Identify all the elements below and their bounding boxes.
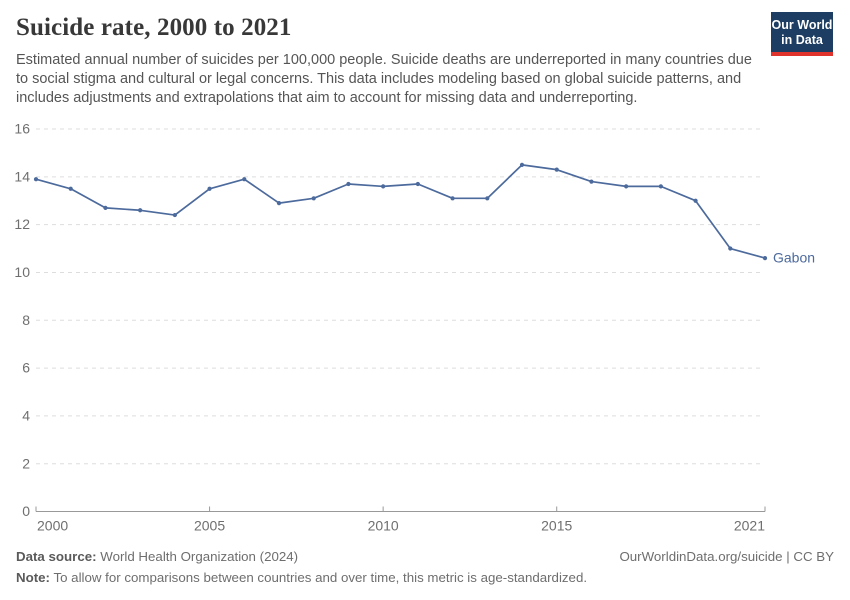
y-tick-label-10: 10 bbox=[14, 264, 30, 280]
trend-line-gabon[interactable] bbox=[35, 164, 766, 259]
data-point-2007[interactable] bbox=[276, 201, 282, 206]
y-tick-label-4: 4 bbox=[22, 407, 30, 423]
data-point-2002[interactable] bbox=[103, 205, 108, 210]
data-point-2012[interactable] bbox=[450, 196, 455, 201]
data-point-2018[interactable] bbox=[658, 184, 663, 189]
data-source-line: Data source: World Health Organization (… bbox=[16, 546, 298, 567]
data-point-2006[interactable] bbox=[242, 177, 247, 182]
data-point-2017[interactable] bbox=[624, 184, 629, 189]
data-point-2019[interactable] bbox=[693, 198, 698, 203]
x-tick-label-2005: 2005 bbox=[194, 518, 225, 534]
data-point-2010[interactable] bbox=[381, 184, 386, 189]
data-point-2020[interactable] bbox=[728, 246, 733, 251]
y-tick-label-6: 6 bbox=[22, 360, 30, 376]
note-label: Note: bbox=[16, 570, 50, 585]
data-point-2009[interactable] bbox=[346, 181, 351, 187]
y-tick-label-2: 2 bbox=[22, 455, 30, 471]
data-point-2008[interactable] bbox=[311, 196, 316, 201]
data-point-2014[interactable] bbox=[519, 162, 525, 167]
data-source-value: World Health Organization (2024) bbox=[96, 549, 299, 564]
data-point-2011[interactable] bbox=[415, 181, 420, 187]
owid-logo-line2: in Data bbox=[781, 32, 823, 47]
owid-logo[interactable]: Our World in Data bbox=[771, 12, 833, 56]
data-point-2021[interactable] bbox=[762, 255, 768, 261]
data-point-2005[interactable] bbox=[207, 186, 212, 191]
x-tick-label-2000: 2000 bbox=[37, 518, 68, 534]
chart-footer: Data source: World Health Organization (… bbox=[16, 546, 834, 588]
y-tick-label-8: 8 bbox=[22, 312, 30, 328]
note-value: To allow for comparisons between countri… bbox=[49, 570, 588, 585]
chart-subtitle: Estimated annual number of suicides per … bbox=[16, 52, 752, 106]
x-tick-label-2021: 2021 bbox=[734, 518, 765, 534]
x-tick-label-2010: 2010 bbox=[368, 518, 399, 534]
chart-title: Suicide rate, 2000 to 2021 bbox=[16, 14, 292, 41]
data-point-2000[interactable] bbox=[33, 177, 39, 182]
y-tick-label-16: 16 bbox=[14, 121, 30, 137]
license-link[interactable]: OurWorldinData.org/suicide | CC BY bbox=[619, 549, 834, 564]
data-point-2016[interactable] bbox=[589, 179, 594, 184]
data-source-label: Data source: bbox=[16, 549, 97, 564]
y-tick-label-0: 0 bbox=[22, 503, 30, 519]
data-point-2015[interactable] bbox=[554, 167, 559, 172]
entity-label-gabon[interactable]: Gabon bbox=[773, 250, 815, 266]
data-point-2004[interactable] bbox=[172, 212, 177, 218]
owid-logo-line1: Our World bbox=[771, 18, 833, 32]
data-point-2013[interactable] bbox=[485, 196, 490, 201]
y-tick-label-12: 12 bbox=[14, 216, 30, 232]
data-point-2003[interactable] bbox=[138, 208, 143, 213]
data-point-2001[interactable] bbox=[68, 186, 73, 191]
x-tick-label-2015: 2015 bbox=[541, 518, 572, 534]
y-tick-label-14: 14 bbox=[14, 168, 30, 184]
